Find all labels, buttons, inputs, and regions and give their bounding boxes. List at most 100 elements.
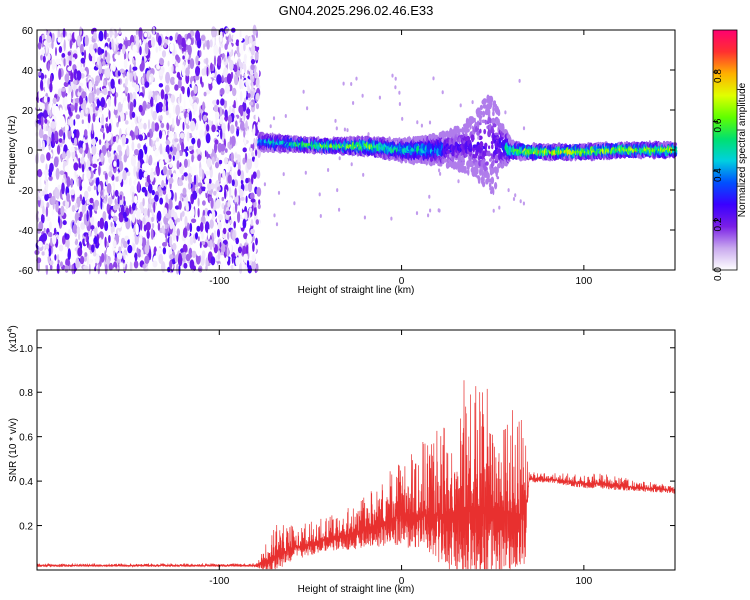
spectrogram-noise-cell [255,149,258,157]
spectrogram-noise-cell [51,32,55,43]
spectrogram-noise-cell [88,204,93,211]
spectrogram-noise-cell [84,252,88,257]
spectrogram-noise-cell [187,44,192,56]
spectrogram-noise-cell [144,81,150,88]
spectrogram-noise-cell [250,90,254,99]
spectrogram-noise-cell [131,111,136,118]
spectrogram-noise-cell [79,67,85,73]
spectrogram-noise-cell [244,137,247,146]
spectrogram-noise-cell [110,221,113,228]
spectrogram-noise-cell [118,160,124,172]
spectrogram-noise-cell [228,59,234,71]
spectrogram-noise-cell [42,55,46,63]
spectrogram-noise-cell [229,242,232,253]
spectrogram-noise-cell [227,257,231,263]
spectrogram-noise-cell [86,170,91,180]
spectrogram-noise-cell [144,42,149,55]
spectrogram-noise-cell [251,260,257,271]
spectrogram-noise-cell [75,114,81,120]
spectrogram-noise-cell [197,207,200,218]
spectrogram-noise-cell [132,66,138,71]
spectrogram-noise-cell [150,96,154,108]
spectrogram-noise-cell [162,247,167,255]
spectrogram-noise-cell [255,78,260,87]
spectrogram-noise-cell [173,211,178,221]
spectrogram-noise-cell [220,31,223,37]
spectrogram-noise-cell [218,214,223,221]
spectrogram-noise-cell [100,197,103,210]
spectrogram-noise-cell [107,37,111,42]
spectrogram-band-cell [479,104,483,110]
spectrogram-noise-cell [108,123,112,133]
spectrogram-noise-cell [54,254,57,261]
spectrogram-noise-cell [161,225,165,234]
spectrogram-noise-cell [76,46,81,53]
spectrogram-noise-cell [216,74,222,85]
spectrogram-noise-cell [181,210,185,217]
spectrogram-noise-cell [77,247,83,257]
spectrogram-noise-cell [195,232,198,240]
spectrogram-noise-cell [235,120,238,127]
spectrogram-noise-cell [192,95,197,101]
spectrogram-noise-cell [242,147,247,153]
spectrogram-noise-cell [250,136,254,145]
spectrogram-noise-cell [106,33,109,38]
spectrogram-noise-cell [73,137,78,146]
spectrogram-noise-cell [146,230,150,239]
spectrogram-noise-cell [175,54,180,61]
spectrogram-noise-cell [215,157,219,163]
spectrogram-noise-cell [210,103,215,110]
spectrogram-noise-cell [198,267,202,272]
spectrogram-noise-cell [118,121,122,129]
spectrogram-noise-cell [139,234,143,246]
spectrogram-noise-cell [133,260,139,269]
spectrogram-noise-cell [242,218,247,229]
spectrogram-noise-cell [57,259,60,264]
spectrogram-noise-cell [104,264,108,275]
spectrogram-noise-cell [237,169,241,177]
spectrogram-noise-cell [54,105,60,117]
spectrogram-noise-cell [223,57,226,62]
spectrogram-band-cell [477,179,481,184]
spectrogram-noise-cell [43,260,49,266]
spectrogram-band-cell [443,158,448,163]
spectrogram-noise-cell [231,179,235,187]
spectrogram-noise-cell [214,139,219,145]
spectrogram-noise-cell [224,189,227,200]
spectrogram-noise-cell [50,237,53,247]
spectrogram-band-cell [490,176,495,185]
spectrogram-band-cell [485,161,489,166]
spectrogram-noise-cell [224,28,229,34]
spectrogram-noise-cell [147,208,150,219]
spectrogram-noise-cell [237,246,243,254]
spectrogram-noise-cell [179,93,182,104]
spectrogram-noise-cell [91,38,96,43]
spectrogram-noise-cell [210,62,213,72]
spectrogram-noise-cell [171,259,176,265]
spectrogram-noise-cell [212,99,217,105]
spectrogram-noise-cell [98,30,104,42]
spectrogram-noise-cell [42,140,45,151]
spectrogram-noise-cell [129,101,134,112]
spectrogram-noise-cell [126,171,131,177]
spectrogram-noise-cell [125,120,129,125]
spectrogram-noise-cell [213,190,217,196]
spectrogram-noise-cell [133,179,137,185]
spectrogram-noise-cell [103,29,107,40]
spectrogram-noise-cell [71,204,76,213]
spectrogram-noise-cell [69,85,73,93]
spectrogram-noise-cell [246,158,252,170]
spectrogram-noise-cell [96,98,100,109]
spectrogram-noise-cell [70,178,74,188]
spectrogram-noise-cell [100,128,105,132]
spectrogram-noise-cell [190,207,195,218]
spectrogram-noise-cell [177,34,182,46]
spectrogram-band-cell [467,168,470,176]
spectrogram-noise-cell [133,165,137,177]
spectrogram-noise-cell [146,104,151,109]
spectrogram-noise-cell [44,82,48,93]
spectrogram-noise-cell [124,235,129,241]
spectrogram-noise-cell [232,206,236,215]
spectrogram-noise-cell [75,257,80,270]
spectrogram-noise-cell [252,128,256,136]
